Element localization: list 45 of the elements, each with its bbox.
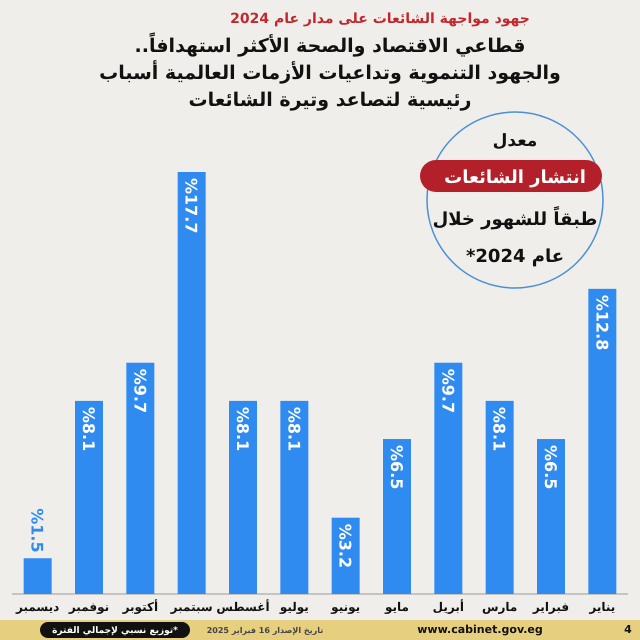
bar — [75, 400, 103, 594]
text: 4 — [624, 623, 632, 636]
text: *توزيع نسبي لإجمالي الفترة — [52, 626, 178, 636]
data-label: %1.5 — [28, 508, 47, 553]
data-label: %9.7 — [438, 368, 458, 414]
data-label: %8.1 — [79, 406, 98, 452]
data-label: %8.1 — [233, 406, 252, 452]
x-tick-label: يونيو — [330, 600, 360, 614]
data-label: %8.1 — [490, 406, 509, 452]
bar — [126, 362, 154, 594]
x-tick-label: نوفمبر — [68, 600, 110, 614]
bar — [588, 288, 616, 594]
data-label: %6.5 — [387, 445, 406, 490]
x-tick-label: سبتمبر — [170, 600, 213, 614]
text: www.cabinet.gov.eg — [417, 623, 543, 636]
text: معدل — [492, 131, 538, 151]
data-label: %12.8 — [592, 294, 612, 350]
x-tick-label: فبراير — [532, 600, 570, 614]
bar — [486, 400, 514, 594]
x-tick-label: مايو — [384, 600, 409, 614]
data-label: %9.7 — [130, 368, 150, 414]
x-tick-label: يناير — [588, 600, 616, 614]
data-label: %3.2 — [336, 524, 355, 568]
x-tick-label: ديسمبر — [15, 600, 60, 614]
x-tick-label: أغسطس — [216, 599, 270, 614]
annotation: انتشار الشائعات — [444, 167, 586, 188]
data-label: %8.1 — [284, 406, 304, 452]
annotation: عام 2024* — [466, 246, 564, 267]
data-label: %6.5 — [541, 445, 560, 490]
annotation: طبقاً للشهور خلال — [432, 206, 598, 230]
chart-title: قطاعي الاقتصاد والصحة الأكثر استهدافاً.. والجهود التنموية وتداعيات الأزمات العالمية أسباب رئيسية لتصاعد وتيرة الشائعات — [99, 32, 561, 111]
bar — [178, 172, 206, 594]
x-tick-label: يوليو — [278, 600, 309, 614]
bar — [434, 362, 462, 594]
x-tick-label: مارس — [482, 600, 518, 614]
chart-subtitle: جهود مواجهة الشائعات على مدار عام 2024 — [230, 11, 530, 27]
bar — [537, 439, 565, 594]
bar — [383, 439, 411, 594]
bar — [229, 400, 257, 594]
bar — [24, 558, 52, 594]
data-label: %17.7 — [182, 178, 201, 234]
x-tick-label: أبريل — [432, 599, 464, 614]
text: تاريخ الإصدار 16 فبراير 2025 — [206, 626, 324, 635]
bar — [280, 400, 308, 594]
x-tick-label: أكتوبر — [122, 599, 158, 614]
